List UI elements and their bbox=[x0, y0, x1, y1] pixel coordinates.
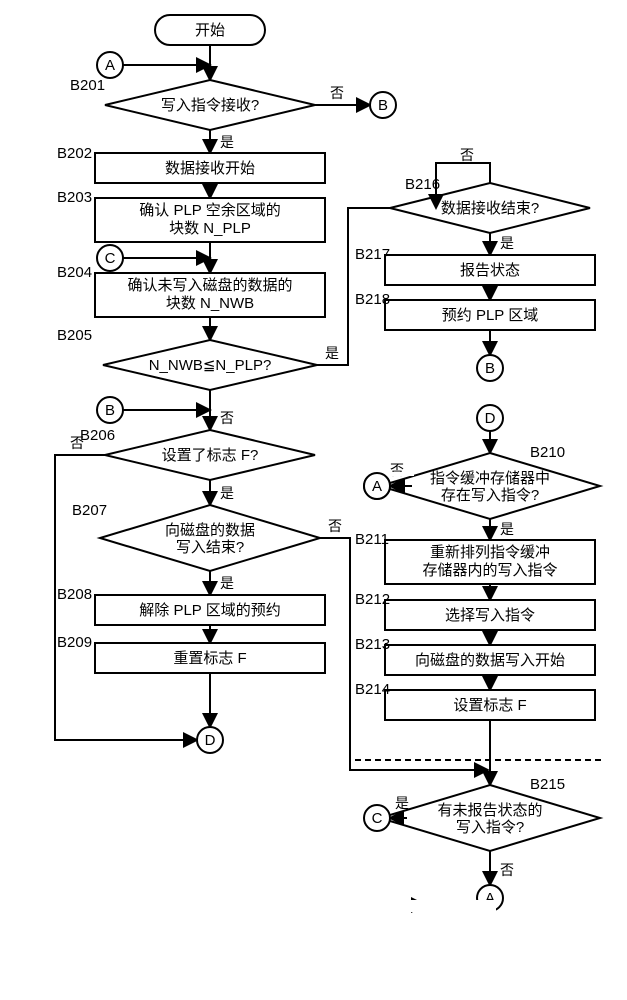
b204-process: 确认未写入磁盘的数据的 块数 N_NWB B204 bbox=[57, 264, 325, 317]
svg-text:设置标志 F: 设置标志 F bbox=[453, 697, 526, 714]
svg-text:N_NWB≦N_PLP?: N_NWB≦N_PLP? bbox=[149, 357, 272, 374]
svg-text:B211: B211 bbox=[355, 531, 389, 548]
svg-text:B202: B202 bbox=[57, 145, 92, 162]
svg-text:设置了标志 F?: 设置了标志 F? bbox=[162, 447, 259, 464]
svg-text:B217: B217 bbox=[355, 246, 390, 263]
b217-process: 报告状态 B217 bbox=[355, 246, 595, 285]
svg-text:B209: B209 bbox=[57, 634, 92, 651]
svg-text:B201: B201 bbox=[70, 77, 105, 94]
b213-process: 向磁盘的数据写入开始 B213 bbox=[355, 636, 595, 675]
svg-text:预约 PLP 区域: 预约 PLP 区域 bbox=[442, 307, 538, 324]
svg-text:否: 否 bbox=[70, 435, 84, 451]
svg-text:指令缓冲存储器中: 指令缓冲存储器中 bbox=[430, 470, 550, 487]
b203-process: 确认 PLP 空余区域的 块数 N_PLP B203 bbox=[57, 189, 325, 242]
svg-text:否: 否 bbox=[330, 85, 344, 101]
b211-process: 重新排列指令缓冲 存储器内的写入指令 B211 bbox=[355, 531, 595, 584]
svg-text:有未报告状态的: 有未报告状态的 bbox=[437, 802, 542, 819]
b209-process: 重置标志 F B209 bbox=[57, 634, 325, 673]
svg-text:解除 PLP 区域的预约: 解除 PLP 区域的预约 bbox=[139, 602, 280, 619]
svg-text:A: A bbox=[372, 478, 382, 495]
b214-process: 设置标志 F B214 bbox=[355, 681, 595, 720]
svg-text:否: 否 bbox=[460, 147, 474, 163]
start-label: 开始 bbox=[195, 22, 225, 39]
svg-text:B205: B205 bbox=[57, 327, 92, 344]
svg-text:B208: B208 bbox=[57, 586, 92, 603]
b216-decision: 数据接收结束? B216 bbox=[390, 176, 590, 233]
svg-text:B210: B210 bbox=[530, 444, 565, 461]
b205-decision: N_NWB≦N_PLP? B205 bbox=[57, 327, 317, 390]
svg-text:C: C bbox=[372, 810, 383, 827]
flowchart-svg: 开始 A 写入指令接收? B201 否 B 是 数据接收开始 B202 确认 P… bbox=[10, 10, 617, 990]
svg-text:是: 是 bbox=[500, 521, 514, 537]
svg-text:重置标志 F: 重置标志 F bbox=[173, 650, 246, 667]
svg-text:D: D bbox=[205, 732, 216, 749]
svg-text:块数 N_NWB: 块数 N_NWB bbox=[166, 295, 254, 312]
svg-text:数据接收开始: 数据接收开始 bbox=[165, 160, 255, 177]
connector-d-in: D bbox=[477, 405, 503, 431]
svg-text:B214: B214 bbox=[355, 681, 390, 698]
svg-text:数据接收结束?: 数据接收结束? bbox=[441, 200, 539, 217]
start-node: 开始 bbox=[155, 15, 265, 45]
b206-decision: 设置了标志 F? B206 bbox=[80, 427, 315, 480]
svg-text:报告状态: 报告状态 bbox=[460, 262, 520, 279]
svg-text:B206: B206 bbox=[80, 427, 115, 444]
b202-process: 数据接收开始 B202 bbox=[57, 145, 325, 183]
svg-text:向磁盘的数据写入开始: 向磁盘的数据写入开始 bbox=[415, 651, 565, 669]
svg-text:确认未写入磁盘的数据的: 确认未写入磁盘的数据的 bbox=[127, 276, 292, 294]
svg-text:向磁盘的数据: 向磁盘的数据 bbox=[165, 521, 255, 539]
connector-b-in: B bbox=[97, 397, 123, 423]
svg-text:D: D bbox=[485, 410, 496, 427]
b207-decision: 向磁盘的数据 写入结束? B207 bbox=[72, 502, 320, 571]
svg-text:选择写入指令: 选择写入指令 bbox=[445, 607, 535, 624]
svg-text:A: A bbox=[105, 57, 115, 74]
svg-text:B213: B213 bbox=[355, 636, 390, 653]
connector-b-out1: B bbox=[370, 92, 396, 118]
b212-process: 选择写入指令 B212 bbox=[355, 591, 595, 630]
svg-text:是: 是 bbox=[220, 575, 234, 591]
svg-text:B212: B212 bbox=[355, 591, 390, 608]
svg-text:B: B bbox=[105, 402, 115, 419]
svg-text:块数 N_PLP: 块数 N_PLP bbox=[169, 220, 251, 237]
svg-text:B218: B218 bbox=[355, 291, 390, 308]
svg-text:B: B bbox=[378, 97, 388, 114]
b215-decision: 有未报告状态的 写入指令? B215 bbox=[380, 776, 600, 851]
connector-a-in: A bbox=[97, 52, 123, 78]
svg-text:C: C bbox=[105, 250, 116, 267]
svg-text:B215: B215 bbox=[530, 776, 565, 793]
connector-d-out: D bbox=[197, 727, 223, 753]
svg-text:写入指令?: 写入指令? bbox=[456, 819, 524, 836]
svg-text:确认 PLP 空余区域的: 确认 PLP 空余区域的 bbox=[139, 201, 280, 219]
svg-text:是: 是 bbox=[395, 795, 409, 811]
svg-text:写入结束?: 写入结束? bbox=[176, 539, 244, 556]
svg-text:存储器内的写入指令: 存储器内的写入指令 bbox=[422, 562, 557, 579]
svg-text:是: 是 bbox=[220, 134, 234, 150]
svg-text:B204: B204 bbox=[57, 264, 92, 281]
connector-c-in: C bbox=[97, 245, 123, 271]
svg-text:是: 是 bbox=[325, 345, 339, 361]
svg-text:是: 是 bbox=[500, 235, 514, 251]
svg-text:B203: B203 bbox=[57, 189, 92, 206]
b218-process: 预约 PLP 区域 B218 bbox=[355, 291, 595, 330]
svg-text:B207: B207 bbox=[72, 502, 107, 519]
b201-decision: 写入指令接收? B201 bbox=[70, 77, 315, 130]
svg-text:重新排列指令缓冲: 重新排列指令缓冲 bbox=[430, 544, 550, 561]
svg-text:存在写入指令?: 存在写入指令? bbox=[441, 487, 539, 504]
svg-text:B216: B216 bbox=[405, 176, 440, 193]
b210-decision: 指令缓冲存储器中 存在写入指令? B210 bbox=[380, 444, 600, 519]
svg-text:否: 否 bbox=[328, 518, 342, 534]
svg-text:否: 否 bbox=[220, 410, 234, 426]
b208-process: 解除 PLP 区域的预约 B208 bbox=[57, 586, 325, 625]
connector-c-out: C bbox=[364, 805, 390, 831]
connector-b-out2: B bbox=[477, 355, 503, 381]
svg-text:是: 是 bbox=[220, 485, 234, 501]
svg-text:写入指令接收?: 写入指令接收? bbox=[161, 97, 259, 114]
svg-text:B: B bbox=[485, 360, 495, 377]
svg-text:否: 否 bbox=[500, 862, 514, 878]
